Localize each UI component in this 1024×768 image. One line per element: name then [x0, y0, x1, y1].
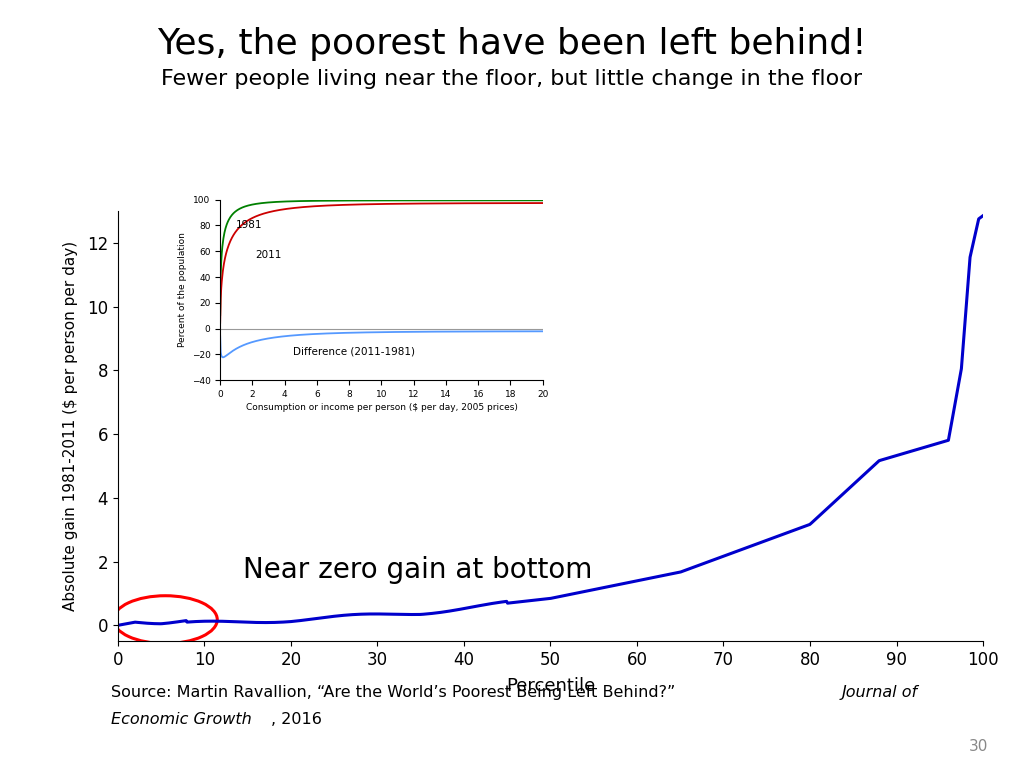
- Text: Journal of: Journal of: [842, 685, 918, 700]
- Text: Source: Martin Ravallion, “Are the World’s Poorest Being Left Behind?”: Source: Martin Ravallion, “Are the World…: [111, 685, 675, 700]
- Text: Fewer people living near the floor, but little change in the floor: Fewer people living near the floor, but …: [162, 69, 862, 89]
- Text: Economic Growth: Economic Growth: [111, 712, 251, 727]
- Text: 1981: 1981: [237, 220, 263, 230]
- Text: Yes, the poorest have been left behind!: Yes, the poorest have been left behind!: [157, 27, 867, 61]
- Text: Near zero gain at bottom: Near zero gain at bottom: [244, 555, 593, 584]
- Y-axis label: Percent of the population: Percent of the population: [178, 233, 187, 347]
- Text: 30: 30: [969, 739, 988, 754]
- Text: Difference (2011-1981): Difference (2011-1981): [293, 346, 415, 356]
- Y-axis label: Absolute gain 1981-2011 ($ per person per day): Absolute gain 1981-2011 ($ per person pe…: [63, 241, 79, 611]
- Text: , 2016: , 2016: [271, 712, 323, 727]
- X-axis label: Consumption or income per person ($ per day, 2005 prices): Consumption or income per person ($ per …: [246, 403, 517, 412]
- Text: 2011: 2011: [256, 250, 282, 260]
- X-axis label: Percentile: Percentile: [506, 677, 595, 695]
